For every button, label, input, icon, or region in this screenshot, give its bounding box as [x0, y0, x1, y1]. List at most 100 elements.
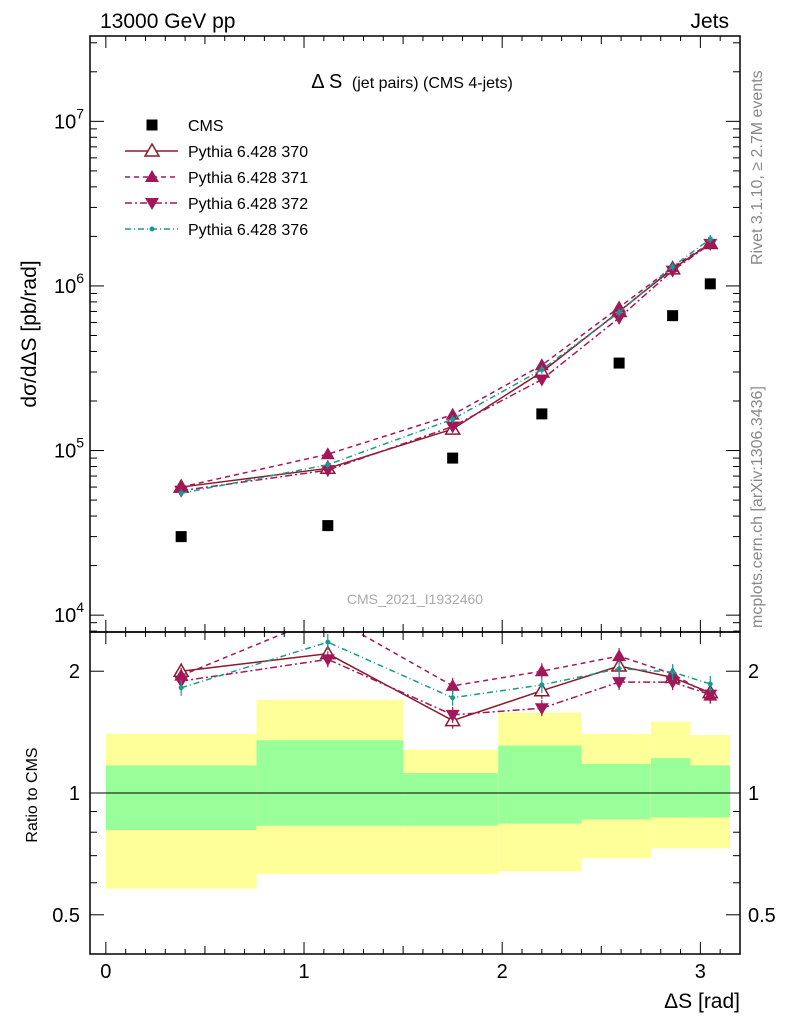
main-axes: 104 105 106 107 — [54, 36, 740, 632]
point-p376-6 — [707, 236, 713, 242]
legend-entry-p376: Pythia 6.428 376 — [125, 222, 308, 239]
ratio-point-p376-6 — [707, 681, 713, 687]
ratio-point-p371-2 — [445, 678, 460, 691]
band-green-4 — [581, 763, 651, 820]
ratio-axes: 0 1 2 3 0.5 0.5 1 1 2 2 — [52, 632, 776, 983]
legend-label-p372: Pythia 6.428 372 — [188, 196, 308, 213]
ratio-point-p372-4 — [612, 677, 627, 690]
legend-entry-cms: CMS — [146, 118, 224, 135]
point-p376-4 — [616, 309, 622, 315]
ratio-point-p372-3 — [534, 703, 549, 716]
legend-label-p370: Pythia 6.428 370 — [188, 144, 308, 161]
point-cms-2 — [447, 452, 459, 464]
ratio-series-p371 — [174, 608, 718, 704]
main-title: Δ S (jet pairs) (CMS 4-jets) — [311, 71, 513, 93]
main-title-symbol: Δ S — [311, 71, 342, 93]
ratio-point-p376-4 — [616, 666, 622, 672]
ratio-point-p372-2 — [445, 709, 460, 722]
series-p370 — [172, 235, 719, 493]
point-cms-3 — [536, 408, 548, 420]
ratio-point-p371-3 — [534, 664, 549, 677]
point-p371-1 — [320, 447, 335, 460]
point-p372-1 — [320, 465, 335, 478]
point-cms-1 — [322, 520, 334, 532]
ratio-line-p371 — [180, 632, 711, 697]
band-green-5 — [650, 758, 691, 818]
band-green-1 — [256, 740, 404, 826]
ratio-ytick-label-right-0: 0.5 — [748, 905, 776, 927]
xtick-label-2: 2 — [497, 961, 508, 983]
ratio-point-p376-2 — [450, 695, 456, 701]
ratio-point-p371-4 — [612, 649, 627, 662]
legend-label-p371: Pythia 6.428 371 — [188, 170, 308, 187]
point-p372-2 — [445, 421, 460, 434]
line-p372 — [181, 243, 711, 492]
legend-entry-p372: Pythia 6.428 372 — [125, 196, 308, 213]
ratio-ytick-label-right-1: 1 — [748, 783, 759, 805]
band-green-0 — [105, 765, 257, 831]
ratio-ytick-label-right-2: 2 — [748, 661, 759, 683]
ratio-series-p376 — [178, 634, 713, 706]
rivet-label: Rivet 3.1.10, ≥ 2.7M events — [749, 70, 766, 265]
ratio-point-p376-3 — [539, 682, 545, 688]
ratio-point-p376-5 — [670, 669, 676, 675]
series-p371 — [174, 236, 718, 493]
point-cms-4 — [613, 357, 625, 369]
ratio-ylabel: Ratio to CMS — [24, 747, 41, 842]
header-left: 13000 GeV pp — [100, 10, 235, 33]
xtick-label-0: 0 — [100, 961, 111, 983]
line-p376 — [181, 238, 711, 495]
ratio-point-p372-1 — [320, 654, 335, 667]
point-cms-5 — [667, 310, 679, 322]
legend-label-p376: Pythia 6.428 376 — [188, 222, 308, 239]
legend-marker-p371 — [145, 170, 159, 182]
ratio-bands — [105, 699, 731, 889]
point-p372-5 — [665, 265, 680, 278]
legend-marker-p372 — [145, 198, 159, 210]
band-green-6 — [690, 765, 731, 818]
series-cms — [175, 278, 716, 543]
legend-marker-p376 — [149, 226, 155, 232]
legend: CMS Pythia 6.428 370 Pythia 6.428 371 Pythi… — [125, 118, 308, 239]
point-p372-6 — [703, 238, 718, 251]
mcplots-label: mcplots.cern.ch [arXiv:1306.3436] — [749, 386, 766, 628]
legend-label-cms: CMS — [188, 118, 224, 135]
xlabel: ΔS [rad] — [664, 990, 740, 1013]
main-data-layer — [172, 234, 719, 543]
ratio-ytick-label-left-1: 1 — [69, 783, 80, 805]
ytick-label-0: 104 — [54, 599, 84, 627]
xtick-label-1: 1 — [298, 961, 309, 983]
point-cms-6 — [704, 278, 716, 290]
line-p371 — [180, 242, 711, 488]
watermark: CMS_2021_I1932460 — [347, 591, 483, 607]
series-p376 — [178, 234, 713, 498]
legend-marker-p370 — [143, 142, 161, 157]
series-p372 — [174, 238, 718, 498]
point-p371-3 — [534, 358, 549, 371]
ratio-panel: 0 1 2 3 0.5 0.5 1 1 2 2 Ratio to CMS ΔS [rad] — [24, 608, 776, 1013]
point-p376-1 — [325, 462, 331, 468]
ytick-label-3: 107 — [54, 105, 84, 133]
legend-entry-p370: Pythia 6.428 370 — [125, 142, 308, 161]
point-p372-3 — [534, 374, 549, 387]
ytick-label-1: 105 — [54, 435, 84, 463]
point-cms-0 — [175, 531, 187, 543]
main-title-suffix: (jet pairs) (CMS 4-jets) — [352, 75, 513, 92]
point-p372-4 — [612, 312, 627, 325]
main-panel: 104 105 106 107 Δ S (jet pairs) (CMS 4-jets… — [18, 35, 741, 633]
ratio-point-p371-1 — [321, 608, 335, 620]
ratio-series-p370 — [172, 645, 719, 729]
band-green-3 — [498, 745, 582, 824]
ratio-point-p376-0 — [178, 685, 184, 691]
ytick-label-2: 106 — [54, 270, 84, 298]
ratio-point-p376-1 — [325, 639, 331, 645]
point-p376-3 — [539, 367, 545, 373]
main-ylabel: dσ/dΔS [pb/rad] — [18, 260, 41, 407]
ratio-ytick-label-left-0: 0.5 — [52, 905, 80, 927]
point-p376-2 — [450, 416, 456, 422]
ratio-point-p372-5 — [665, 677, 680, 690]
xtick-label-3: 3 — [695, 961, 706, 983]
legend-marker-cms — [146, 119, 158, 131]
point-p376-0 — [178, 490, 184, 496]
